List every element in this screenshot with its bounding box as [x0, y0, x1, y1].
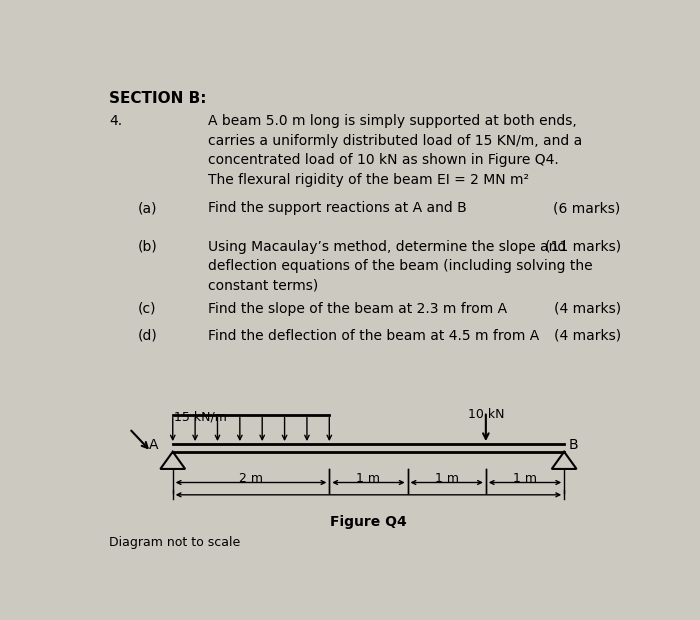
- Text: Figure Q4: Figure Q4: [330, 515, 407, 529]
- Text: (c): (c): [138, 301, 156, 316]
- Text: (6 marks): (6 marks): [554, 202, 621, 216]
- Text: A beam 5.0 m long is simply supported at both ends,
carries a uniformly distribu: A beam 5.0 m long is simply supported at…: [208, 115, 582, 187]
- Text: Find the support reactions at A and B: Find the support reactions at A and B: [208, 202, 466, 216]
- Text: (b): (b): [138, 240, 158, 254]
- Text: 10 kN: 10 kN: [468, 408, 504, 421]
- Text: 2 m: 2 m: [239, 472, 263, 485]
- Text: (a): (a): [138, 202, 158, 216]
- Text: 1 m: 1 m: [513, 472, 537, 485]
- Text: (4 marks): (4 marks): [554, 329, 621, 342]
- Text: (d): (d): [138, 329, 158, 342]
- Text: (11 marks): (11 marks): [545, 240, 621, 254]
- Text: Using Macaulay’s method, determine the slope and
deflection equations of the bea: Using Macaulay’s method, determine the s…: [208, 240, 592, 293]
- Text: 15 kN/m: 15 kN/m: [174, 411, 228, 424]
- Text: Find the deflection of the beam at 4.5 m from A: Find the deflection of the beam at 4.5 m…: [208, 329, 539, 342]
- Text: (4 marks): (4 marks): [554, 301, 621, 316]
- Text: SECTION B:: SECTION B:: [109, 91, 206, 107]
- Text: 4.: 4.: [109, 115, 122, 128]
- Text: 1 m: 1 m: [356, 472, 380, 485]
- Text: B: B: [569, 438, 578, 452]
- Text: A: A: [149, 438, 159, 452]
- Text: Find the slope of the beam at 2.3 m from A: Find the slope of the beam at 2.3 m from…: [208, 301, 507, 316]
- Text: Diagram not to scale: Diagram not to scale: [109, 536, 241, 549]
- Text: 1 m: 1 m: [435, 472, 458, 485]
